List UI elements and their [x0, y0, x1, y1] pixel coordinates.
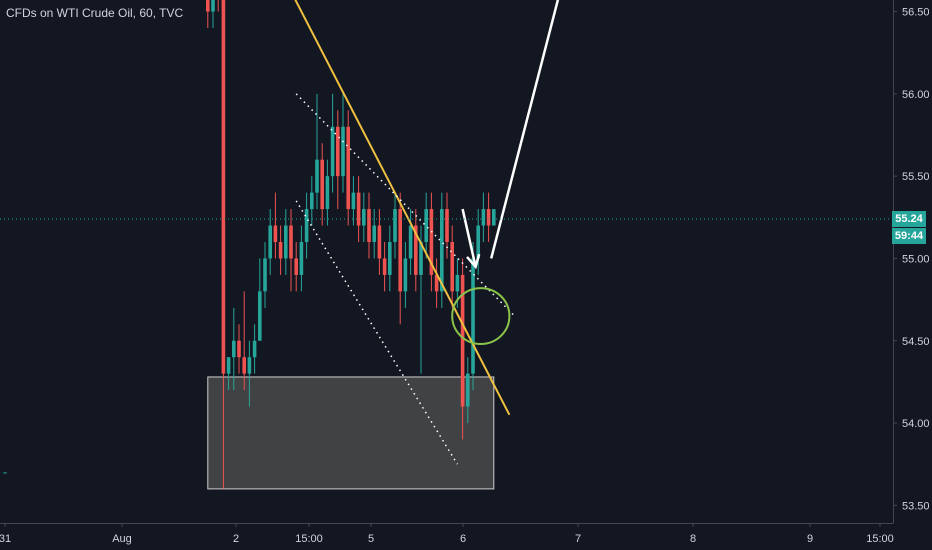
candle-body-70 — [367, 209, 371, 242]
candle-body-85 — [445, 209, 449, 242]
candle-body-51 — [268, 225, 272, 259]
candle-body-49 — [258, 291, 262, 341]
candle-body-69 — [362, 209, 366, 226]
candle-body-53 — [278, 241, 283, 259]
candle-body-64 — [336, 126, 340, 177]
candle-body-82 — [429, 209, 434, 275]
candle-body-78 — [408, 225, 413, 259]
candle-body-65 — [341, 126, 345, 177]
zone-rect-1 — [207, 376, 495, 490]
y-tick-label-6: 56.00 — [902, 89, 930, 101]
bar-countdown-badge: 59:44 — [892, 227, 926, 244]
candle-body-42 — [221, 0, 226, 374]
candle-body-89 — [466, 373, 470, 407]
x-tick-label-2: 2 — [233, 533, 239, 545]
candle-body-80 — [419, 241, 423, 275]
x-tick-label-4: 5 — [368, 533, 374, 545]
y-tick-label-10: 54.00 — [902, 418, 930, 430]
y-tick-label-5: 56.50 — [902, 7, 930, 19]
arrow-head-0 — [466, 253, 481, 270]
candle-body-84 — [440, 209, 444, 292]
trendline-white-3 — [295, 200, 459, 465]
candle-body-71 — [372, 225, 376, 242]
candle-body-46 — [242, 357, 246, 374]
x-tick-label-0: 31 — [0, 533, 11, 545]
candle-body-92 — [481, 209, 486, 226]
candle-body-79 — [414, 225, 418, 275]
candle-body-50 — [263, 258, 267, 292]
candle-body-93 — [486, 209, 491, 226]
candle-body-90 — [471, 258, 475, 374]
candle-body-44 — [232, 340, 236, 358]
candle-body-59 — [310, 192, 314, 210]
price-axis-panel — [893, 0, 932, 550]
x-tick-label-8: 9 — [807, 533, 813, 545]
current-price-badge: 55.24 — [892, 210, 926, 227]
candle-body-67 — [351, 192, 356, 210]
candle-body-73 — [382, 258, 387, 275]
candle-body-63 — [330, 126, 335, 177]
candle-body-76 — [398, 209, 402, 292]
time-axis-panel — [0, 523, 932, 550]
candle-body-61 — [320, 159, 324, 210]
y-tick-label-9: 54.50 — [902, 336, 930, 348]
y-tick-label-7: 55.50 — [902, 171, 930, 183]
candle-body-57 — [299, 241, 304, 275]
y-tick-label-8: 55.00 — [902, 253, 930, 265]
candle-body-81 — [424, 209, 428, 242]
candle-body-77 — [403, 258, 408, 292]
candle-body-56 — [294, 258, 298, 275]
candle-body-68 — [356, 192, 361, 226]
x-tick-label-1: Aug — [112, 533, 132, 545]
x-tick-label-5: 6 — [460, 533, 466, 545]
candle-body-40 — [211, 0, 215, 12]
candle-body-94 — [492, 209, 496, 226]
candle-body-0 — [3, 472, 7, 474]
candle-body-86 — [450, 241, 454, 292]
trendline-yellow-1 — [294, 0, 511, 416]
x-tick-label-7: 8 — [690, 533, 696, 545]
candle-body-43 — [226, 357, 231, 374]
arrow-shaft-1 — [489, 0, 560, 259]
x-tick-label-6: 7 — [575, 533, 581, 545]
y-tick-label-11: 53.50 — [902, 500, 930, 512]
candle-body-58 — [304, 209, 309, 242]
candle-body-48 — [252, 340, 257, 358]
candle-body-83 — [434, 274, 439, 292]
candle-body-66 — [346, 126, 350, 210]
candle-body-45 — [237, 340, 241, 358]
candle-body-87 — [455, 274, 460, 292]
candle-body-72 — [377, 225, 382, 259]
candle-body-75 — [393, 209, 397, 242]
candle-body-88 — [460, 274, 465, 407]
symbol-title: CFDs on WTI Crude Oil, 60, TVC — [6, 6, 184, 20]
candle-body-54 — [284, 225, 288, 259]
candle-body-52 — [273, 225, 278, 242]
candle-body-39 — [206, 0, 210, 12]
candle-body-60 — [315, 159, 319, 193]
candle-body-55 — [289, 225, 293, 259]
trendline-white-2 — [295, 93, 516, 317]
candle-body-74 — [388, 241, 392, 275]
candle-body-47 — [247, 357, 252, 374]
candle-body-62 — [325, 176, 330, 210]
x-tick-label-9: 15:00 — [866, 533, 894, 545]
candle-body-91 — [476, 225, 480, 259]
x-tick-label-3: 15:00 — [295, 533, 323, 545]
target-ellipse-0 — [451, 287, 511, 346]
